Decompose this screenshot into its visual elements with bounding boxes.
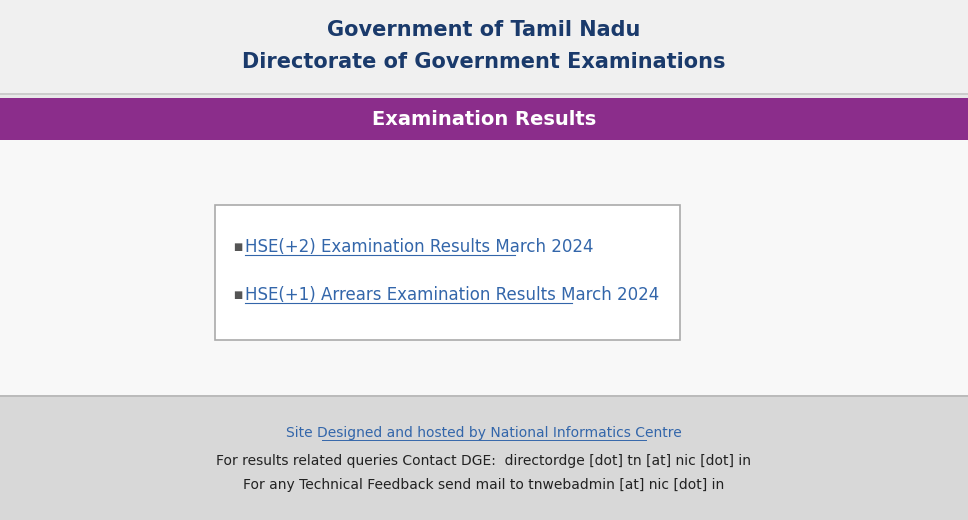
Text: Site Designed and hosted by National Informatics Centre: Site Designed and hosted by National Inf… — [287, 426, 681, 440]
Text: For results related queries Contact DGE:  directordge [dot] tn [at] nic [dot] in: For results related queries Contact DGE:… — [217, 454, 751, 468]
Text: Government of Tamil Nadu: Government of Tamil Nadu — [327, 20, 641, 40]
Text: HSE(+1) Arrears Examination Results March 2024: HSE(+1) Arrears Examination Results Marc… — [245, 286, 659, 304]
Bar — [0, 395, 968, 520]
Bar — [0, 98, 968, 140]
Text: For any Technical Feedback send mail to tnwebadmin [at] nic [dot] in: For any Technical Feedback send mail to … — [243, 478, 725, 492]
Text: Examination Results: Examination Results — [372, 110, 596, 128]
Bar — [215, 205, 680, 340]
Bar — [0, 0, 968, 95]
Text: Directorate of Government Examinations: Directorate of Government Examinations — [242, 52, 726, 72]
Bar — [0, 140, 968, 395]
Text: ■: ■ — [233, 242, 242, 252]
Bar — [0, 93, 968, 95]
Text: HSE(+2) Examination Results March 2024: HSE(+2) Examination Results March 2024 — [245, 238, 593, 256]
Bar — [0, 395, 968, 397]
Text: ■: ■ — [233, 290, 242, 300]
